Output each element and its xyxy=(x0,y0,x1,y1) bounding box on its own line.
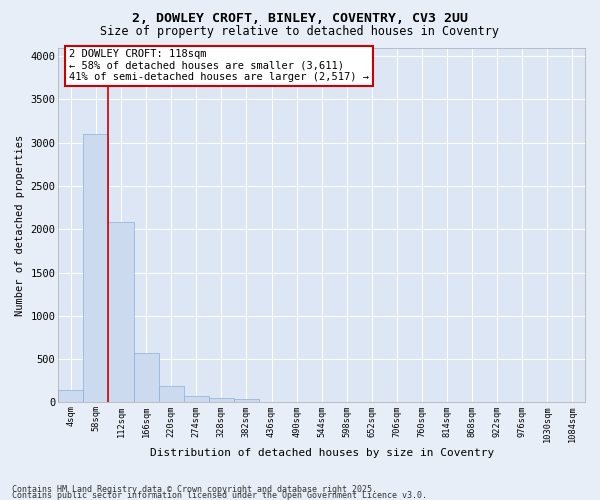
Text: 2, DOWLEY CROFT, BINLEY, COVENTRY, CV3 2UU: 2, DOWLEY CROFT, BINLEY, COVENTRY, CV3 2… xyxy=(132,12,468,26)
Text: Contains public sector information licensed under the Open Government Licence v3: Contains public sector information licen… xyxy=(12,490,427,500)
X-axis label: Distribution of detached houses by size in Coventry: Distribution of detached houses by size … xyxy=(149,448,494,458)
Bar xyxy=(109,222,134,402)
Bar xyxy=(158,386,184,402)
Text: Size of property relative to detached houses in Coventry: Size of property relative to detached ho… xyxy=(101,25,499,38)
Y-axis label: Number of detached properties: Number of detached properties xyxy=(15,134,25,316)
Bar xyxy=(134,353,158,403)
Bar xyxy=(83,134,109,402)
Bar xyxy=(209,398,234,402)
Text: 2 DOWLEY CROFT: 118sqm
← 58% of detached houses are smaller (3,611)
41% of semi-: 2 DOWLEY CROFT: 118sqm ← 58% of detached… xyxy=(69,50,369,82)
Text: Contains HM Land Registry data © Crown copyright and database right 2025.: Contains HM Land Registry data © Crown c… xyxy=(12,485,377,494)
Bar xyxy=(58,390,83,402)
Bar xyxy=(184,396,209,402)
Bar xyxy=(234,398,259,402)
